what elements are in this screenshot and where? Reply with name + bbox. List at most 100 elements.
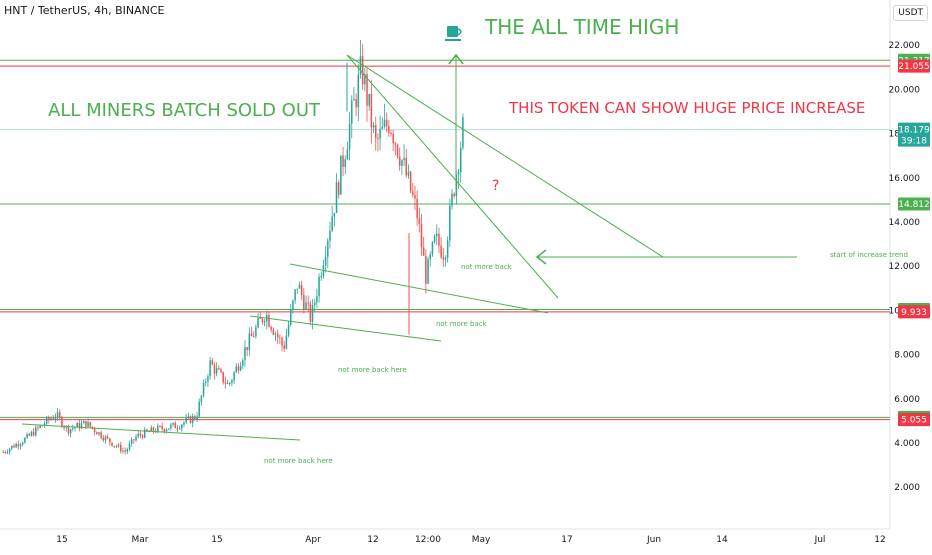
- candle-body: [137, 433, 139, 437]
- annotation-not-more-back-2: not more back: [436, 320, 488, 328]
- candle-body: [272, 329, 275, 335]
- candle-body: [416, 198, 418, 219]
- candle-body: [342, 155, 344, 167]
- candle-body: [13, 445, 15, 448]
- candle-body: [303, 294, 305, 310]
- candle-body: [19, 444, 22, 447]
- candle-body: [353, 99, 355, 101]
- candle-body: [261, 318, 264, 322]
- x-tick-label: Jul: [814, 535, 826, 545]
- candle-body: [106, 436, 109, 439]
- x-tick-label: 15: [211, 535, 222, 545]
- candle-body: [244, 347, 246, 361]
- candle-body: [82, 421, 85, 424]
- candle-body: [150, 427, 153, 432]
- y-tick-label: 16.000: [889, 174, 921, 184]
- candle-body: [85, 421, 87, 427]
- candle-body: [122, 450, 124, 452]
- candle-body: [54, 416, 57, 419]
- candle-body: [283, 345, 285, 349]
- candle-body: [392, 134, 394, 144]
- candle-body: [35, 427, 37, 436]
- candle-body: [213, 364, 216, 374]
- candle-body: [200, 395, 203, 402]
- y-tick-label: 20.000: [889, 85, 921, 95]
- candle-body: [159, 425, 161, 427]
- candle-body: [412, 191, 414, 195]
- candle-body: [124, 450, 126, 452]
- candle-body: [435, 233, 438, 236]
- candle-body: [21, 442, 24, 445]
- candle-body: [187, 416, 190, 418]
- candle-body: [178, 428, 181, 430]
- candle-body: [87, 421, 89, 427]
- candle-body: [8, 448, 11, 453]
- coffee-cup-handle: [457, 28, 462, 36]
- candle-body: [117, 444, 120, 447]
- candle-body: [133, 439, 135, 441]
- price-label-text: 21.055: [898, 62, 930, 72]
- candle-body: [296, 288, 299, 290]
- candle-body: [250, 333, 253, 337]
- candle-body: [48, 417, 50, 420]
- x-tick-label: 12:00: [415, 535, 441, 545]
- currency-badge[interactable]: USDT: [893, 5, 928, 21]
- price-label-box: [898, 122, 930, 147]
- candle-body: [143, 429, 146, 438]
- candle-body: [146, 429, 148, 432]
- price-label-text: 9.933: [901, 308, 927, 318]
- candle-body: [237, 366, 240, 371]
- x-tick-label: Jun: [646, 535, 661, 545]
- candle-body: [383, 119, 386, 127]
- candle-body: [161, 426, 163, 430]
- candle-body: [425, 255, 427, 284]
- candle-body: [327, 240, 329, 257]
- y-tick-label: 8.000: [894, 351, 920, 361]
- candle-body: [370, 93, 373, 128]
- candles: [2, 39, 464, 455]
- candle-body: [100, 432, 102, 438]
- candle-body: [409, 171, 412, 192]
- candle-body: [76, 422, 78, 428]
- price-label-text: 5.055: [901, 416, 927, 426]
- candle-body: [316, 296, 318, 303]
- candle-body: [194, 416, 196, 420]
- candle-body: [239, 365, 242, 371]
- x-tick-label: 14: [716, 535, 728, 545]
- y-tick-label: 4.000: [894, 439, 920, 449]
- trendline-base: [21, 423, 301, 441]
- candle-body: [32, 431, 35, 436]
- candle-body: [459, 147, 462, 173]
- candle-body: [268, 315, 270, 327]
- candle-body: [72, 428, 74, 430]
- candle-body: [172, 422, 174, 425]
- candle-body: [403, 157, 405, 161]
- candle-body: [318, 276, 320, 297]
- candle-body: [78, 422, 81, 429]
- candle-body: [56, 412, 59, 417]
- candle-body: [446, 240, 449, 258]
- candle-body: [394, 143, 397, 145]
- candle-body: [202, 382, 205, 396]
- candle-body: [344, 159, 346, 167]
- trendline-lower-channel: [249, 315, 442, 342]
- candle-body: [407, 171, 410, 176]
- candle-body: [226, 383, 229, 385]
- candle-body: [257, 318, 259, 328]
- candle-body: [429, 254, 431, 260]
- candle-body: [207, 376, 209, 382]
- candle-body: [204, 381, 207, 383]
- candle-body: [176, 428, 179, 430]
- candle-body: [11, 445, 13, 449]
- candle-body: [357, 74, 360, 108]
- candle-body: [174, 422, 177, 429]
- candle-body: [98, 432, 100, 435]
- candle-body: [128, 443, 131, 450]
- candle-body: [181, 424, 183, 429]
- candle-body: [422, 247, 425, 256]
- candle-body: [381, 126, 384, 129]
- candle-body: [50, 418, 52, 420]
- candle-body: [418, 218, 421, 224]
- candle-body: [462, 117, 464, 148]
